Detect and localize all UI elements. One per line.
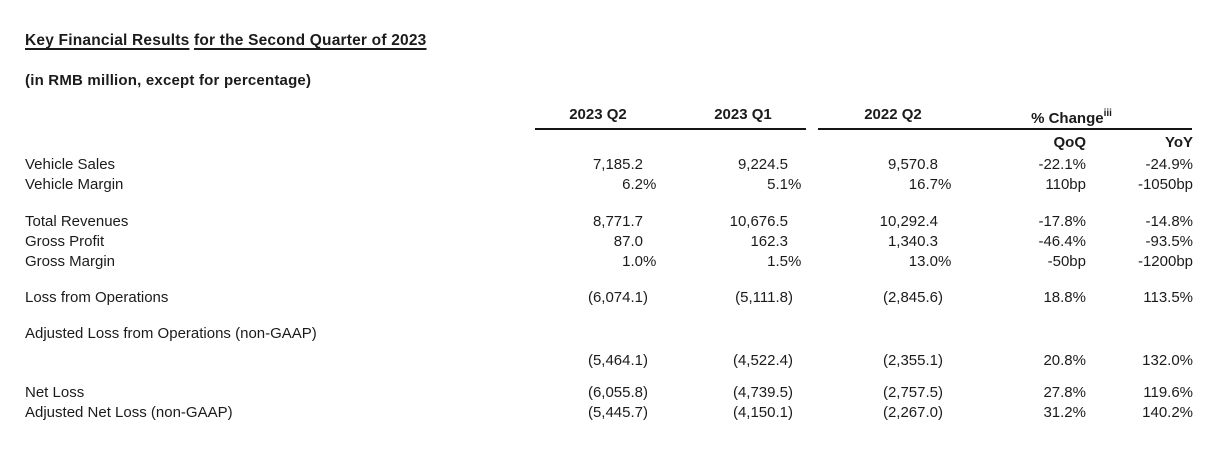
value-cell: -17.8% — [1038, 213, 1086, 230]
value-cell: 162.3 — [750, 233, 788, 250]
value-cell: 1.0% — [622, 253, 657, 270]
value-cell: -1050bp — [1137, 176, 1194, 193]
row-label: Adjusted Net Loss (non-GAAP) — [25, 404, 233, 421]
value-cell: (4,739.5) — [732, 384, 793, 401]
col-header-pct-change: % Changeiii — [1031, 108, 1112, 127]
value-cell: 9,570.8 — [887, 156, 938, 173]
table-row-adjusted-loss-values: (5,464.1) (4,522.4) (2,355.1) 20.8% 132.… — [25, 351, 1193, 371]
value-cell: 1.5% — [767, 253, 802, 270]
value-cell: -24.9% — [1145, 156, 1194, 173]
value-cell: 18.8% — [1043, 289, 1086, 306]
value-cell: (5,445.7) — [587, 404, 648, 421]
value-cell: 10,292.4 — [879, 213, 938, 230]
row-label: Loss from Operations — [25, 289, 169, 306]
col-header-2023-q1: 2023 Q1 — [714, 106, 772, 123]
units-note: (in RMB million, except for percentage) — [25, 72, 312, 89]
subheader-row: QoQ YoY — [25, 131, 1194, 155]
value-cell: 87.0 — [613, 233, 643, 250]
header-spacer — [25, 105, 510, 131]
spacer-row — [25, 371, 1193, 383]
col-header-qoq: QoQ — [1053, 134, 1087, 151]
table-row-adjusted-loss-label: Adjusted Loss from Operations (non-GAAP) — [25, 324, 1193, 344]
page-title: Key Financial Results for the Second Qua… — [25, 32, 426, 50]
value-cell: 8,771.7 — [592, 213, 643, 230]
row-label: Total Revenues — [25, 213, 129, 230]
value-cell: (2,355.1) — [882, 352, 943, 369]
value-cell: (6,055.8) — [587, 384, 648, 401]
value-cell: (5,464.1) — [587, 352, 648, 369]
spacer-row — [25, 308, 1193, 324]
value-cell: 16.7% — [908, 176, 952, 193]
row-label: Gross Margin — [25, 253, 116, 270]
col-header-yoy: YoY — [1164, 134, 1194, 151]
value-cell: 10,676.5 — [729, 213, 788, 230]
page-title-part1: Key Financial Results — [25, 32, 190, 49]
row-label: Vehicle Margin — [25, 176, 124, 193]
value-cell: 7,185.2 — [592, 156, 643, 173]
value-cell: 110bp — [1045, 176, 1086, 193]
value-cell: (2,267.0) — [882, 404, 943, 421]
row-label: Vehicle Sales — [25, 156, 116, 173]
page-title-part2: for the Second Quarter of 2023 — [193, 32, 427, 49]
col-header-2022-q2: 2022 Q2 — [864, 106, 922, 123]
header-row: 2023 Q2 2023 Q1 2022 Q2 % Changeiii — [25, 105, 1193, 131]
spacer-row — [25, 195, 1193, 212]
table-row-gross-profit: Gross Profit 87.0 162.3 1,340.3 -46.4% -… — [25, 232, 1193, 252]
row-label: Net Loss — [25, 384, 85, 401]
value-cell: 31.2% — [1043, 404, 1086, 421]
value-cell: 20.8% — [1043, 352, 1086, 369]
col-header-2023-q2: 2023 Q2 — [569, 106, 627, 123]
value-cell: (5,111.8) — [735, 289, 793, 306]
value-cell: 5.1% — [767, 176, 802, 193]
value-cell: 27.8% — [1043, 384, 1086, 401]
header-rule-right — [818, 128, 1192, 130]
table-row-loss-from-operations: Loss from Operations (6,074.1) (5,111.8)… — [25, 288, 1193, 308]
value-cell: 132.0% — [1142, 352, 1194, 369]
table-row-vehicle-margin: Vehicle Margin 6.2% 5.1% 16.7% 110bp -10… — [25, 175, 1193, 195]
value-cell: -22.1% — [1038, 156, 1086, 173]
table-row-adjusted-net-loss: Adjusted Net Loss (non-GAAP) (5,445.7) (… — [25, 403, 1193, 423]
value-cell: 113.5% — [1143, 289, 1194, 306]
value-cell: (2,845.6) — [882, 289, 943, 306]
value-cell: (6,074.1) — [587, 289, 648, 306]
table-row-total-revenues: Total Revenues 8,771.7 10,676.5 10,292.4… — [25, 212, 1193, 232]
table-row-vehicle-sales: Vehicle Sales 7,185.2 9,224.5 9,570.8 -2… — [25, 155, 1193, 175]
value-cell: (4,150.1) — [732, 404, 793, 421]
value-cell: 1,340.3 — [887, 233, 938, 250]
value-cell: -46.4% — [1038, 233, 1086, 250]
row-label-empty — [25, 351, 510, 371]
value-cell: 6.2% — [622, 176, 657, 193]
value-cell: 140.2% — [1142, 404, 1194, 421]
value-cell: (4,522.4) — [732, 352, 793, 369]
table-row-gross-margin: Gross Margin 1.0% 1.5% 13.0% -50bp -1200… — [25, 252, 1193, 272]
value-cell: -1200bp — [1137, 253, 1194, 270]
value-cell: 13.0% — [908, 253, 952, 270]
table-row-net-loss: Net Loss (6,055.8) (4,739.5) (2,757.5) 2… — [25, 383, 1193, 403]
value-cell: -14.8% — [1145, 213, 1194, 230]
header-rule-left — [535, 128, 806, 130]
spacer-row — [25, 272, 1193, 288]
value-cell: -93.5% — [1145, 233, 1194, 250]
row-label: Gross Profit — [25, 233, 105, 250]
footnote-marker: iii — [1103, 108, 1112, 119]
row-label: Adjusted Loss from Operations (non-GAAP) — [25, 325, 317, 342]
financial-results-table: 2023 Q2 2023 Q1 2022 Q2 % Changeiii QoQ … — [25, 105, 1193, 423]
value-cell: 9,224.5 — [737, 156, 788, 173]
spacer-row — [25, 344, 1193, 351]
value-cell: 119.6% — [1143, 384, 1194, 401]
value-cell: -50bp — [1047, 253, 1086, 270]
value-cell: (2,757.5) — [882, 384, 943, 401]
